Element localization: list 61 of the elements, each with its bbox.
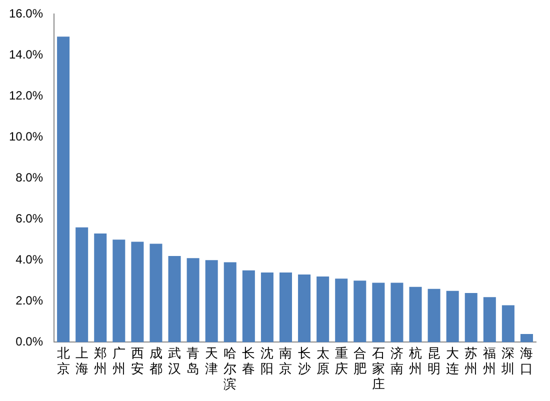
x-tick-label: 重庆 (334, 346, 348, 377)
x-tick-label: 青岛 (186, 346, 200, 377)
x-tick-label: 大连 (446, 346, 460, 377)
bar (224, 262, 236, 342)
x-tick-label: 上海 (75, 346, 88, 377)
x-tick-label: 哈尔滨 (224, 346, 237, 393)
x-tick-label: 沈阳 (260, 346, 274, 377)
bar (279, 272, 292, 342)
x-tick-label: 福州 (483, 346, 496, 377)
y-tick-label: 2.0% (16, 293, 44, 308)
bar (372, 282, 385, 342)
bar (335, 278, 348, 342)
x-tick-label: 杭州 (408, 346, 422, 377)
x-tick-label: 天津 (205, 346, 218, 377)
bar (298, 274, 311, 342)
x-tick-label: 西安 (130, 346, 144, 377)
bar (483, 297, 496, 342)
x-tick-label: 济南 (390, 346, 404, 377)
y-tick-label: 4.0% (16, 252, 44, 266)
y-tick-label: 12.0% (8, 88, 44, 102)
y-tick-label: 8.0% (16, 170, 44, 184)
y-tick-label: 0.0% (16, 334, 44, 349)
x-tick-label: 广州 (112, 346, 126, 377)
bar (446, 290, 459, 342)
x-tick-label: 北京 (56, 346, 70, 377)
bar (205, 260, 218, 342)
bar (428, 288, 440, 342)
y-tick-label: 6.0% (16, 211, 44, 226)
x-tick-label: 郑州 (94, 346, 107, 377)
x-tick-label: 海口 (520, 346, 534, 377)
x-tick-label: 昆明 (428, 346, 441, 377)
x-tick-label: 苏州 (464, 346, 478, 377)
x-tick-label: 合肥 (353, 346, 366, 377)
bar (354, 280, 366, 342)
bar (502, 305, 514, 342)
x-tick-label: 深圳 (500, 346, 515, 377)
bar (168, 256, 181, 342)
bar (186, 258, 200, 342)
bar (409, 286, 422, 342)
bar (390, 282, 404, 342)
x-tick-label: 武汉 (168, 346, 182, 377)
x-tick-label: 石家庄 (372, 346, 385, 393)
x-tick-label: 南京 (279, 346, 292, 377)
y-tick-label: 10.0% (8, 129, 44, 144)
bar (520, 334, 533, 342)
bar (464, 292, 478, 342)
bar (76, 227, 88, 342)
x-tick-label: 太原 (316, 346, 330, 377)
y-tick-label: 16.0% (8, 6, 44, 20)
x-tick-label: 长沙 (298, 346, 311, 377)
y-tick-label: 14.0% (8, 47, 44, 62)
bar (131, 242, 144, 342)
bar (260, 272, 274, 342)
bar (242, 270, 255, 342)
bar (112, 240, 126, 342)
bar (94, 233, 107, 342)
bar (150, 244, 162, 342)
x-tick-label: 长春 (242, 346, 256, 377)
x-tick-label: 成都 (149, 346, 162, 377)
bar (57, 36, 70, 342)
bar (316, 276, 330, 342)
